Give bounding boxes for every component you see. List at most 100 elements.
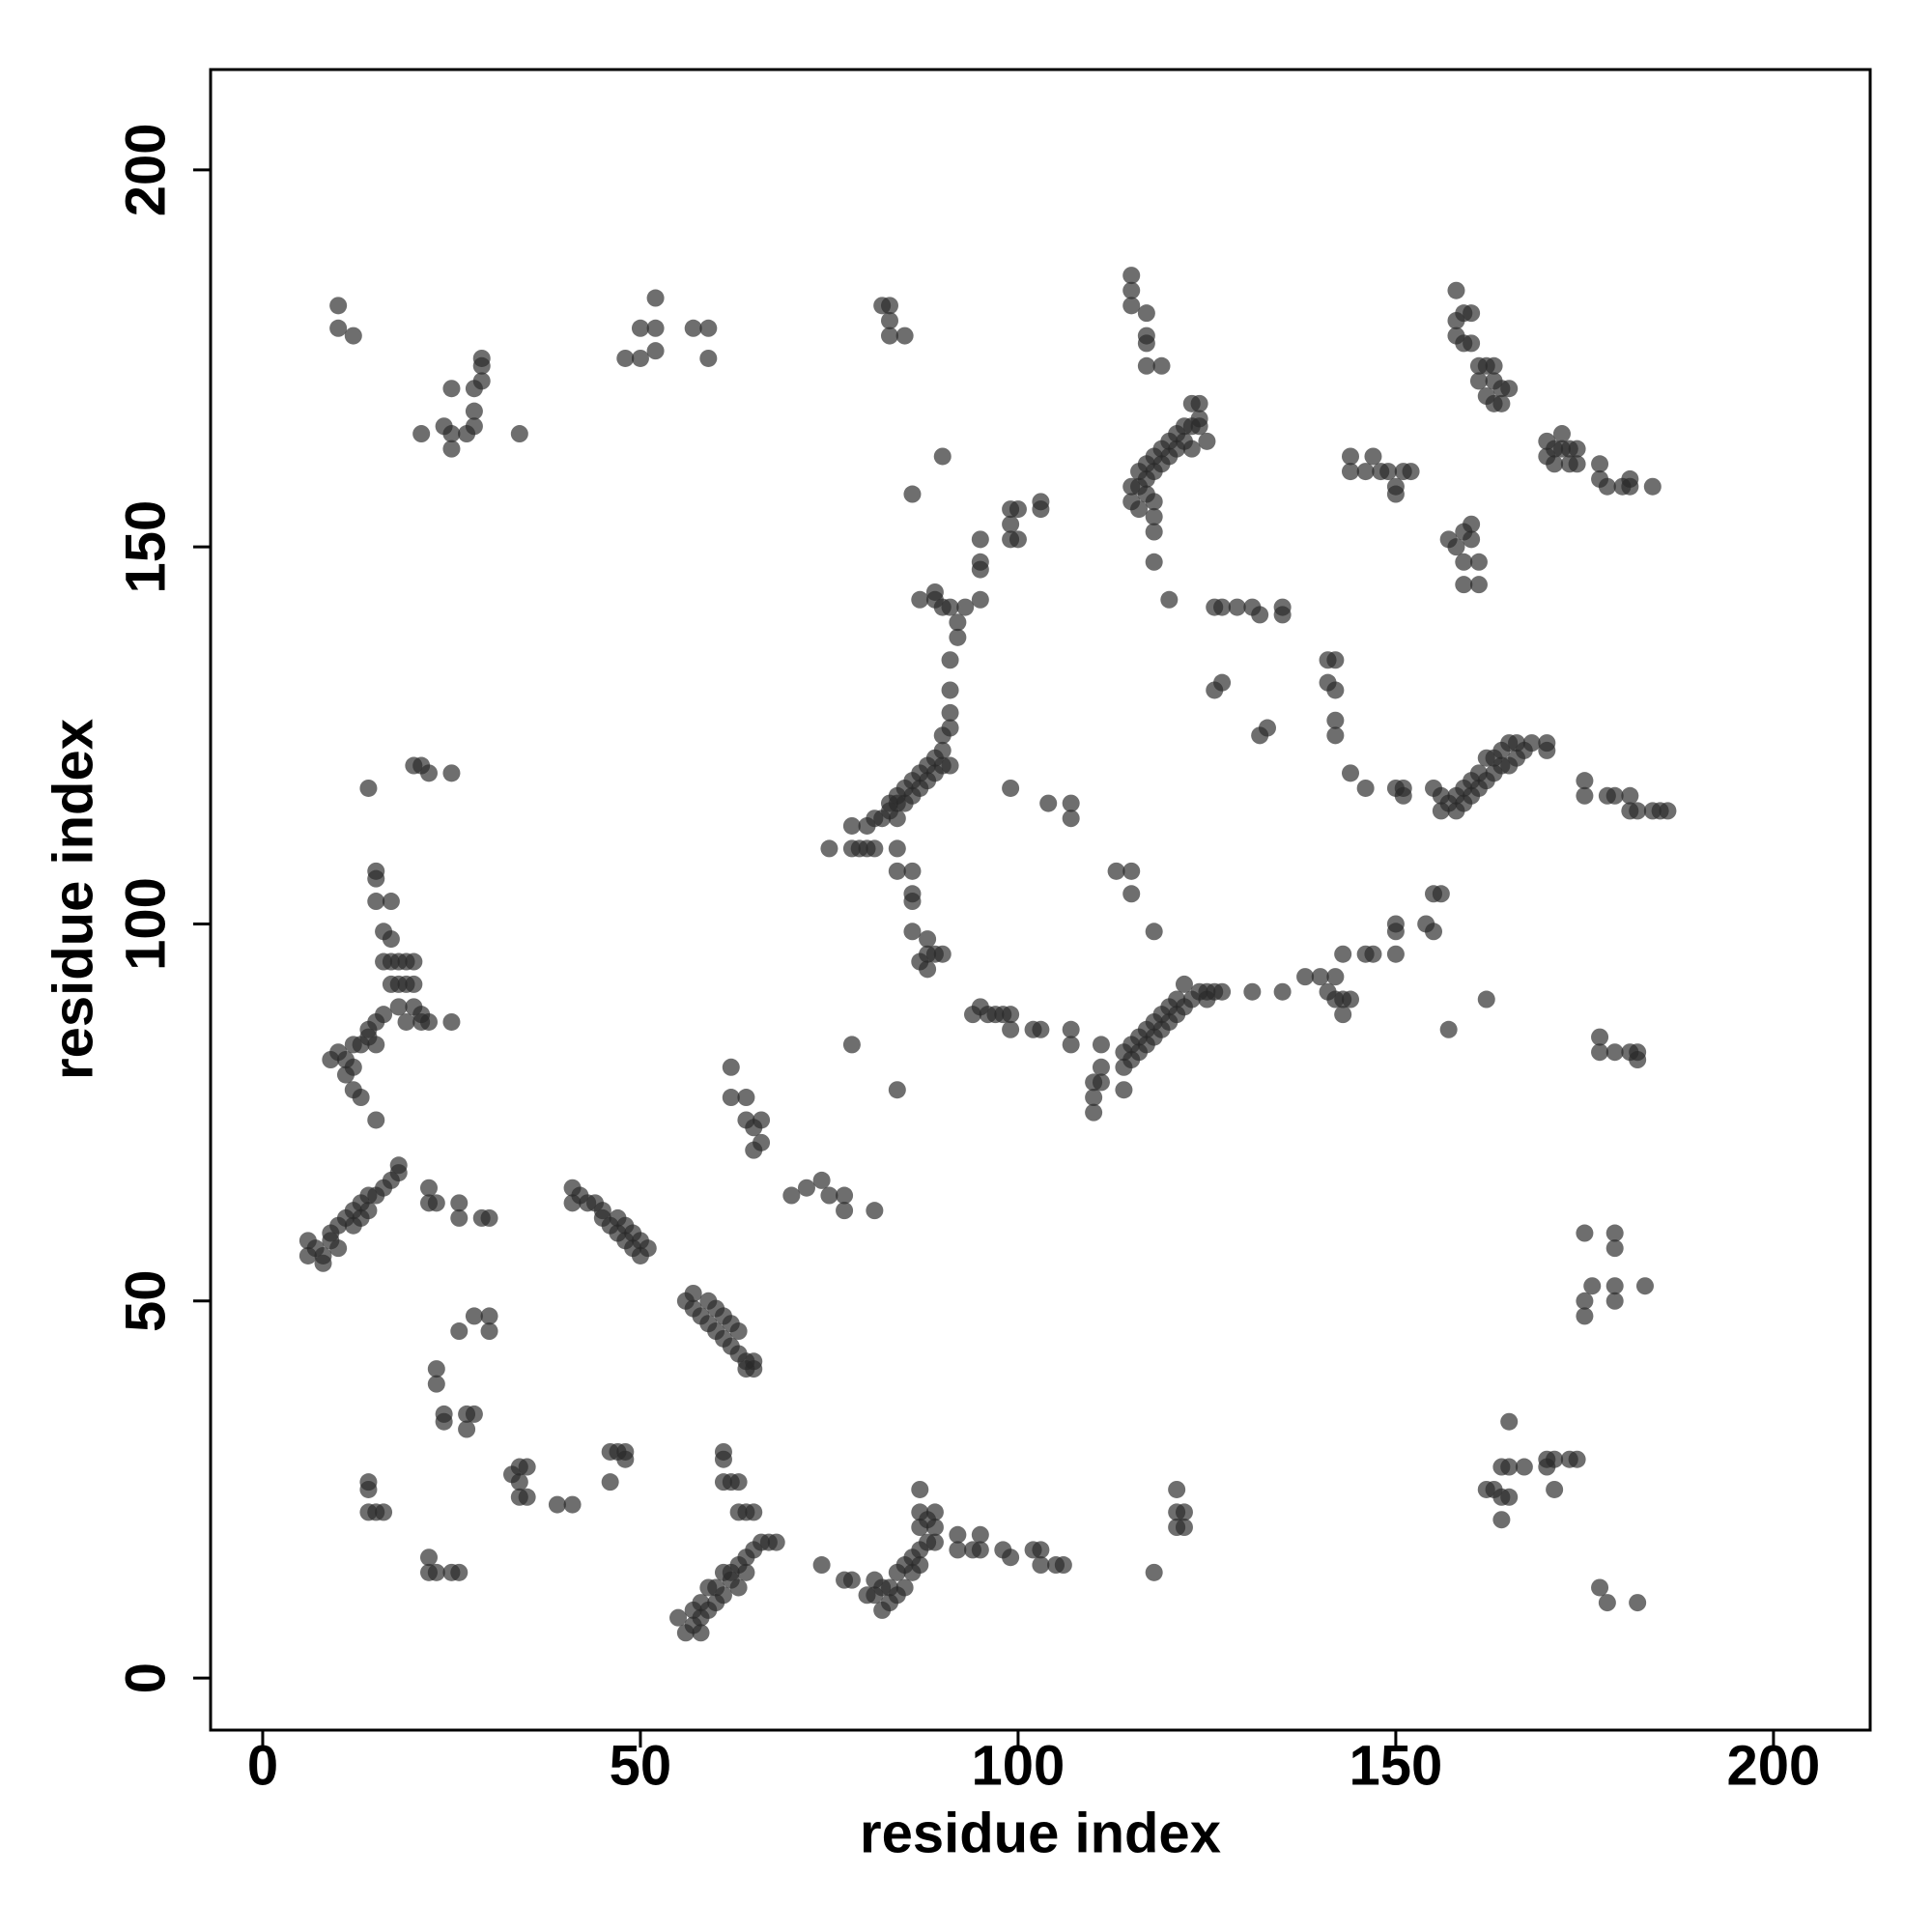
point [722,1058,740,1076]
point [1500,1458,1519,1476]
point [1342,990,1360,1009]
point [1152,356,1171,375]
point [646,342,665,360]
point [745,1360,763,1378]
point [949,1541,967,1559]
point [753,1111,771,1129]
point [1629,802,1647,820]
point [631,349,649,367]
point [1326,968,1345,986]
point [1273,982,1292,1001]
y-tick-label: 0 [114,1662,177,1693]
point [601,1473,619,1492]
point [1137,356,1155,375]
point [1591,455,1609,473]
point [1251,606,1269,624]
point [375,1006,393,1024]
point [842,816,861,835]
point [1591,1578,1609,1597]
point [419,764,438,782]
point [933,945,952,963]
plot-frame [209,68,1872,1732]
point [1447,281,1465,299]
y-tick-label: 50 [114,1270,177,1333]
point [1311,968,1329,986]
point [1591,1028,1609,1046]
point [1605,1224,1624,1242]
point [836,1202,854,1220]
point [1115,1081,1133,1099]
point [729,1578,748,1597]
point [631,319,649,337]
point [1145,923,1163,941]
point [925,582,944,601]
point [1122,885,1141,903]
point [895,327,914,345]
point [1145,507,1163,526]
point [1568,440,1586,458]
point [669,1608,688,1627]
point [1182,440,1201,458]
point [1137,304,1155,323]
point [1500,380,1519,398]
point [646,289,665,307]
point [1364,447,1382,466]
point [903,885,922,903]
point [1092,1036,1110,1054]
point [866,1202,884,1220]
point [919,930,937,949]
point [1598,1594,1616,1612]
point [389,1156,408,1175]
point [435,1412,453,1431]
point [465,1405,483,1423]
point [1326,711,1345,729]
point [442,425,461,443]
y-axis-label: residue index [42,719,104,1080]
point [458,1420,476,1438]
point [1379,463,1398,481]
point [1326,651,1345,669]
point [1092,1058,1110,1076]
point [1386,923,1405,941]
point [1598,477,1616,496]
point [684,1285,702,1303]
point [1485,356,1503,375]
point [903,485,922,503]
point [941,651,959,669]
point [1160,590,1179,609]
point [745,1503,763,1521]
point [692,1624,710,1642]
point [1002,515,1020,533]
point [1228,598,1246,616]
point [480,1208,498,1227]
points [298,267,1677,1642]
point [1621,477,1639,496]
point [1605,786,1624,805]
point [1062,1020,1080,1038]
point [1356,779,1375,797]
point [956,598,975,616]
point [684,319,702,337]
point [616,349,635,367]
point [949,628,967,646]
point [1576,1292,1594,1310]
point [941,703,959,722]
point [1062,1036,1080,1054]
point [1145,493,1163,511]
point [1145,553,1163,571]
point [911,1480,929,1498]
point [941,756,959,775]
point [1402,463,1420,481]
point [1629,1594,1647,1612]
point [1326,681,1345,699]
point [389,998,408,1016]
point [1469,372,1488,390]
point [419,1548,438,1567]
point [1107,862,1125,880]
point [925,1533,944,1551]
point [427,1194,445,1212]
point [616,1450,635,1468]
point [1463,304,1481,323]
point [842,1571,861,1589]
